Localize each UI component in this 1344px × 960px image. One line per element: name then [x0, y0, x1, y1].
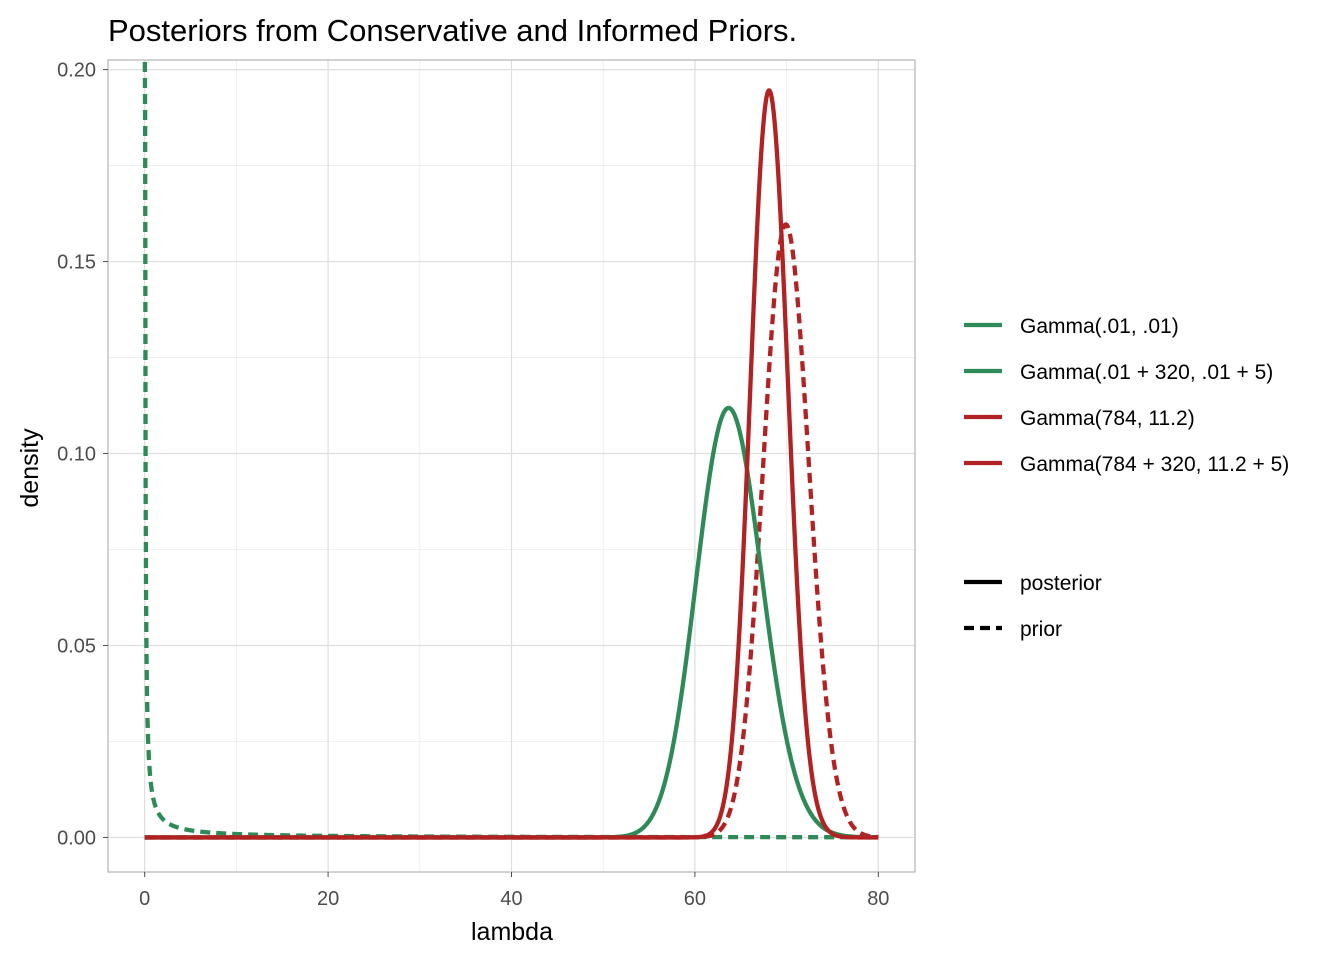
- y-tick-label: 0.15: [57, 252, 96, 274]
- x-tick-label: 80: [867, 888, 889, 910]
- x-tick-label: 60: [684, 888, 706, 910]
- legend: Gamma(.01, .01) Gamma(.01 + 320, .01 + 5)…: [964, 315, 1289, 641]
- x-tick-label: 40: [500, 888, 522, 910]
- legend-label-color: Gamma(.01 + 320, .01 + 5): [1020, 361, 1273, 384]
- chart-title: Posteriors from Conservative and Informe…: [108, 13, 797, 48]
- x-tick-label: 0: [139, 888, 150, 910]
- legend-label-color: Gamma(784 + 320, 11.2 + 5): [1020, 453, 1289, 476]
- x-tick-label: 20: [317, 888, 339, 910]
- axis-ticks: 0 20 40 60 80 0.00 0.05 0.10 0.15 0.20: [57, 60, 889, 910]
- series-line-posterior-3: [142, 88, 881, 840]
- y-axis-label: density: [16, 428, 44, 508]
- x-axis-label: lambda: [471, 918, 553, 946]
- grid: [108, 60, 915, 872]
- y-tick-label: 0.10: [57, 444, 96, 466]
- legend-label-linetype: posterior: [1020, 572, 1102, 595]
- y-tick-label: 0.05: [57, 635, 96, 657]
- legend-label-linetype: prior: [1020, 618, 1062, 641]
- y-tick-label: 0.00: [57, 827, 96, 849]
- y-tick-label: 0.20: [57, 60, 96, 82]
- series-lines: [142, 60, 881, 840]
- legend-label-color: Gamma(.01, .01): [1020, 315, 1179, 338]
- legend-label-color: Gamma(784, 11.2): [1020, 407, 1195, 430]
